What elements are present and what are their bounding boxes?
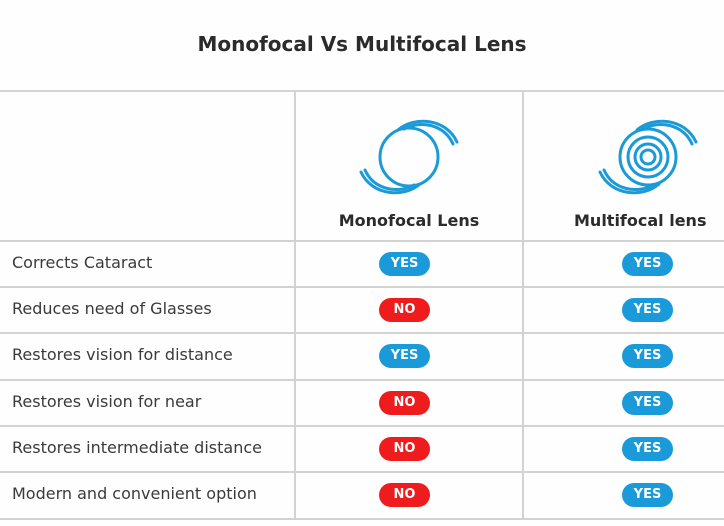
monofocal-status-badge: YES: [379, 252, 430, 276]
row-divider: [0, 471, 724, 473]
monofocal-status-badge: NO: [379, 483, 430, 507]
table-top-border: [0, 90, 724, 92]
row-divider: [0, 286, 724, 288]
column-label: Monofocal Lens: [338, 211, 480, 230]
column-label: Multifocal lens: [574, 211, 707, 230]
table-row: Restores vision for distance YES YES: [0, 333, 724, 379]
column-header-monofocal: Monofocal Lens: [296, 92, 522, 240]
column-divider: [294, 90, 296, 520]
column-header-multifocal: Multifocal lens: [524, 92, 724, 240]
table-row: Modern and convenient option NO YES: [0, 472, 724, 518]
monofocal-status-badge: NO: [379, 298, 430, 322]
row-divider: [0, 425, 724, 427]
monofocal-lens-icon: [359, 119, 459, 195]
monofocal-status-badge: NO: [379, 437, 430, 461]
monofocal-status-badge: YES: [379, 344, 430, 368]
table-bottom-border: [0, 518, 724, 520]
multifocal-status-badge: YES: [622, 298, 673, 322]
table-row: Restores vision for near NO YES: [0, 380, 724, 426]
multifocal-status-badge: YES: [622, 483, 673, 507]
row-label: Reduces need of Glasses: [12, 299, 212, 318]
multifocal-lens-icon: [598, 119, 698, 195]
table-row: Reduces need of Glasses NO YES: [0, 287, 724, 333]
row-label: Modern and convenient option: [12, 484, 257, 503]
multifocal-status-badge: YES: [622, 344, 673, 368]
monofocal-status-badge: NO: [379, 391, 430, 415]
multifocal-status-badge: YES: [622, 252, 673, 276]
row-label: Restores intermediate distance: [12, 438, 262, 457]
row-divider: [0, 332, 724, 334]
column-divider: [522, 90, 524, 520]
multifocal-status-badge: YES: [622, 391, 673, 415]
table-row: Corrects Cataract YES YES: [0, 241, 724, 287]
row-label: Restores vision for near: [12, 392, 202, 411]
row-divider: [0, 240, 724, 242]
page-title: Monofocal Vs Multifocal Lens: [197, 32, 527, 56]
table-row: Restores intermediate distance NO YES: [0, 426, 724, 472]
row-label: Corrects Cataract: [12, 253, 153, 272]
multifocal-status-badge: YES: [622, 437, 673, 461]
row-label: Restores vision for distance: [12, 345, 233, 364]
row-divider: [0, 379, 724, 381]
